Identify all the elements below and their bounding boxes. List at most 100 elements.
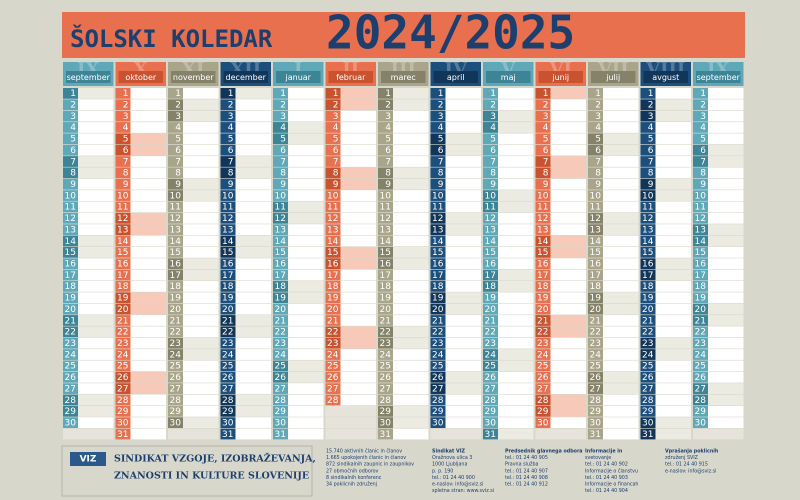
day-cell	[378, 99, 393, 111]
day-cell	[273, 326, 288, 338]
day-cell	[378, 315, 393, 326]
day-number: 13	[170, 225, 181, 235]
day-row	[378, 405, 429, 417]
day-cell	[693, 269, 708, 281]
day-number: 12	[590, 214, 601, 224]
day-row	[693, 201, 744, 213]
day-number: 5	[228, 135, 234, 145]
footer-text: svetovanje	[585, 455, 611, 461]
day-row	[115, 428, 166, 440]
day-cell	[325, 383, 341, 394]
day-cell	[535, 212, 551, 224]
footer-text: 15.740 aktivnih članic in članov	[326, 448, 402, 455]
day-number: 6	[70, 146, 76, 156]
day-number: 14	[327, 237, 339, 247]
day-row	[63, 405, 114, 417]
day-row	[273, 178, 324, 190]
day-row	[220, 428, 271, 440]
day-cell	[430, 99, 446, 111]
day-row	[168, 122, 219, 133]
day-cell	[115, 337, 131, 349]
day-cell	[483, 360, 498, 372]
footer-text: Vprašanja poklicnih	[665, 448, 719, 455]
day-row	[588, 337, 639, 349]
day-cell	[535, 156, 551, 167]
day-row	[168, 360, 219, 372]
day-number: 2	[648, 101, 654, 111]
day-number: 22	[537, 328, 548, 338]
day-number: 22	[275, 328, 286, 338]
day-cell	[640, 315, 656, 326]
day-row	[430, 371, 481, 383]
day-cell	[220, 315, 236, 326]
day-number: 17	[590, 271, 601, 281]
day-number: 30	[485, 418, 497, 428]
day-row	[588, 156, 639, 167]
day-cell	[115, 224, 131, 236]
footer-text: združenj SVIZ	[665, 454, 699, 461]
day-row	[63, 190, 114, 201]
day-number: 9	[123, 180, 129, 190]
day-cell	[483, 224, 498, 236]
day-row	[273, 133, 324, 145]
day-number: 22	[642, 328, 653, 338]
day-cell	[693, 315, 708, 326]
day-row	[483, 235, 534, 247]
day-row	[430, 269, 481, 281]
day-cell	[640, 178, 656, 190]
day-cell	[378, 405, 393, 417]
day-row	[535, 201, 586, 213]
day-number: 22	[222, 328, 233, 338]
day-cell	[220, 235, 236, 247]
footer-text: Informacije o financah	[585, 482, 638, 488]
day-row	[325, 110, 376, 122]
day-cell	[63, 99, 78, 111]
day-row	[483, 201, 534, 213]
day-row	[483, 349, 534, 360]
day-row	[483, 122, 534, 133]
day-cell	[63, 212, 78, 224]
day-number: 28	[380, 396, 392, 406]
day-number: 17	[485, 271, 496, 281]
day-number: 26	[65, 373, 77, 383]
day-number: 11	[117, 203, 128, 213]
day-cell	[483, 428, 498, 440]
day-row	[588, 292, 639, 304]
day-cell	[168, 167, 183, 179]
day-cell	[168, 337, 183, 349]
day-row	[378, 246, 429, 258]
day-number: 18	[117, 282, 129, 292]
day-number: 8	[490, 169, 496, 179]
day-cell	[115, 99, 131, 111]
day-cell	[168, 178, 183, 190]
day-row	[640, 326, 691, 338]
day-row	[483, 383, 534, 394]
day-row	[693, 326, 744, 338]
day-row	[63, 337, 114, 349]
day-number: 10	[222, 191, 234, 201]
day-number: 11	[642, 203, 653, 213]
day-cell	[273, 292, 288, 304]
day-row	[588, 405, 639, 417]
day-cell	[378, 292, 393, 304]
day-number: 30	[432, 418, 444, 428]
day-cell	[588, 178, 603, 190]
day-number: 27	[432, 384, 443, 394]
day-number: 1	[700, 89, 706, 99]
day-row	[273, 110, 324, 122]
day-row	[693, 133, 744, 145]
day-cell	[220, 167, 236, 179]
day-cell	[483, 303, 498, 315]
day-row	[168, 394, 219, 406]
footer-text: tel.: 01 24 40 904	[585, 488, 628, 494]
day-cell	[325, 360, 341, 372]
day-cell	[483, 246, 498, 258]
day-row	[220, 178, 271, 190]
day-number: 19	[117, 294, 129, 304]
day-cell	[63, 144, 78, 156]
day-number: 20	[222, 305, 234, 315]
day-number: 14	[432, 237, 444, 247]
day-number: 12	[642, 214, 653, 224]
day-cell	[430, 303, 446, 315]
day-row	[63, 383, 114, 394]
